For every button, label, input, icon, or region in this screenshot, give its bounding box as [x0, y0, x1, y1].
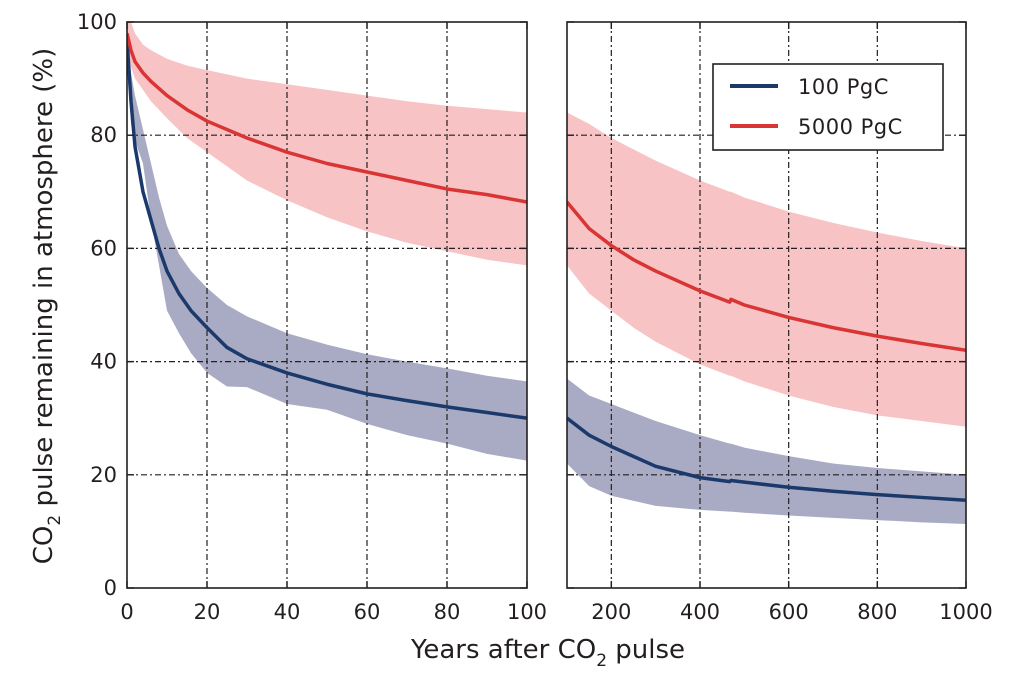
x-tick-label-60-left: 60 [354, 600, 381, 624]
band-100-pgc-right [567, 378, 966, 525]
series-line-5000-pgc-right [567, 200, 966, 353]
band-5000-pgc-right [567, 112, 966, 427]
plot-area-left [127, 22, 527, 588]
x-tick-label-400-right: 400 [680, 600, 720, 624]
y-tick-label-0: 0 [104, 576, 117, 600]
x-tick-label-600-right: 600 [769, 600, 809, 624]
legend-box [712, 63, 944, 151]
frame-left [126, 21, 528, 589]
band-5000-pgc-left [127, 22, 527, 266]
x-tick-label-0-left: 0 [120, 600, 133, 624]
left-panel: 0 20 40 60 80 100 [120, 21, 547, 624]
x-tick-label-20-left: 20 [194, 600, 221, 624]
x-tick-label-100-left: 100 [507, 600, 547, 624]
legend-label-5000-pgc: 5000 PgC [798, 115, 903, 139]
plot-area-right [567, 22, 966, 588]
x-tick-label-1000-right: 1000 [939, 600, 992, 624]
band-100-pgc-left [127, 38, 527, 461]
y-tick-label-40: 40 [90, 350, 117, 374]
y-axis-title: CO2 pulse remaining in atmosphere (%) [29, 48, 65, 565]
series-line-5000-pgc-left [127, 32, 527, 204]
x-tick-label-800-right: 800 [857, 600, 897, 624]
y-axis: 0 20 40 60 80 100 [77, 10, 117, 600]
right-panel: 200 400 600 800 1000 [566, 21, 993, 624]
y-tick-label-60: 60 [90, 236, 117, 260]
x-tick-label-80-left: 80 [434, 600, 461, 624]
series-line-100-pgc-left [127, 38, 527, 420]
y-tick-label-80: 80 [90, 123, 117, 147]
legend-label-100-pgc: 100 PgC [798, 75, 889, 99]
legend: 100 PgC 5000 PgC [712, 63, 944, 151]
y-tick-label-100: 100 [77, 10, 117, 34]
frame-right [566, 21, 967, 589]
y-tick-label-20: 20 [90, 463, 117, 487]
x-tick-label-200-right: 200 [591, 600, 631, 624]
series-line-100-pgc-right [567, 416, 966, 503]
x-tick-label-40-left: 40 [274, 600, 301, 624]
x-axis-title: Years after CO2 pulse [410, 635, 685, 671]
